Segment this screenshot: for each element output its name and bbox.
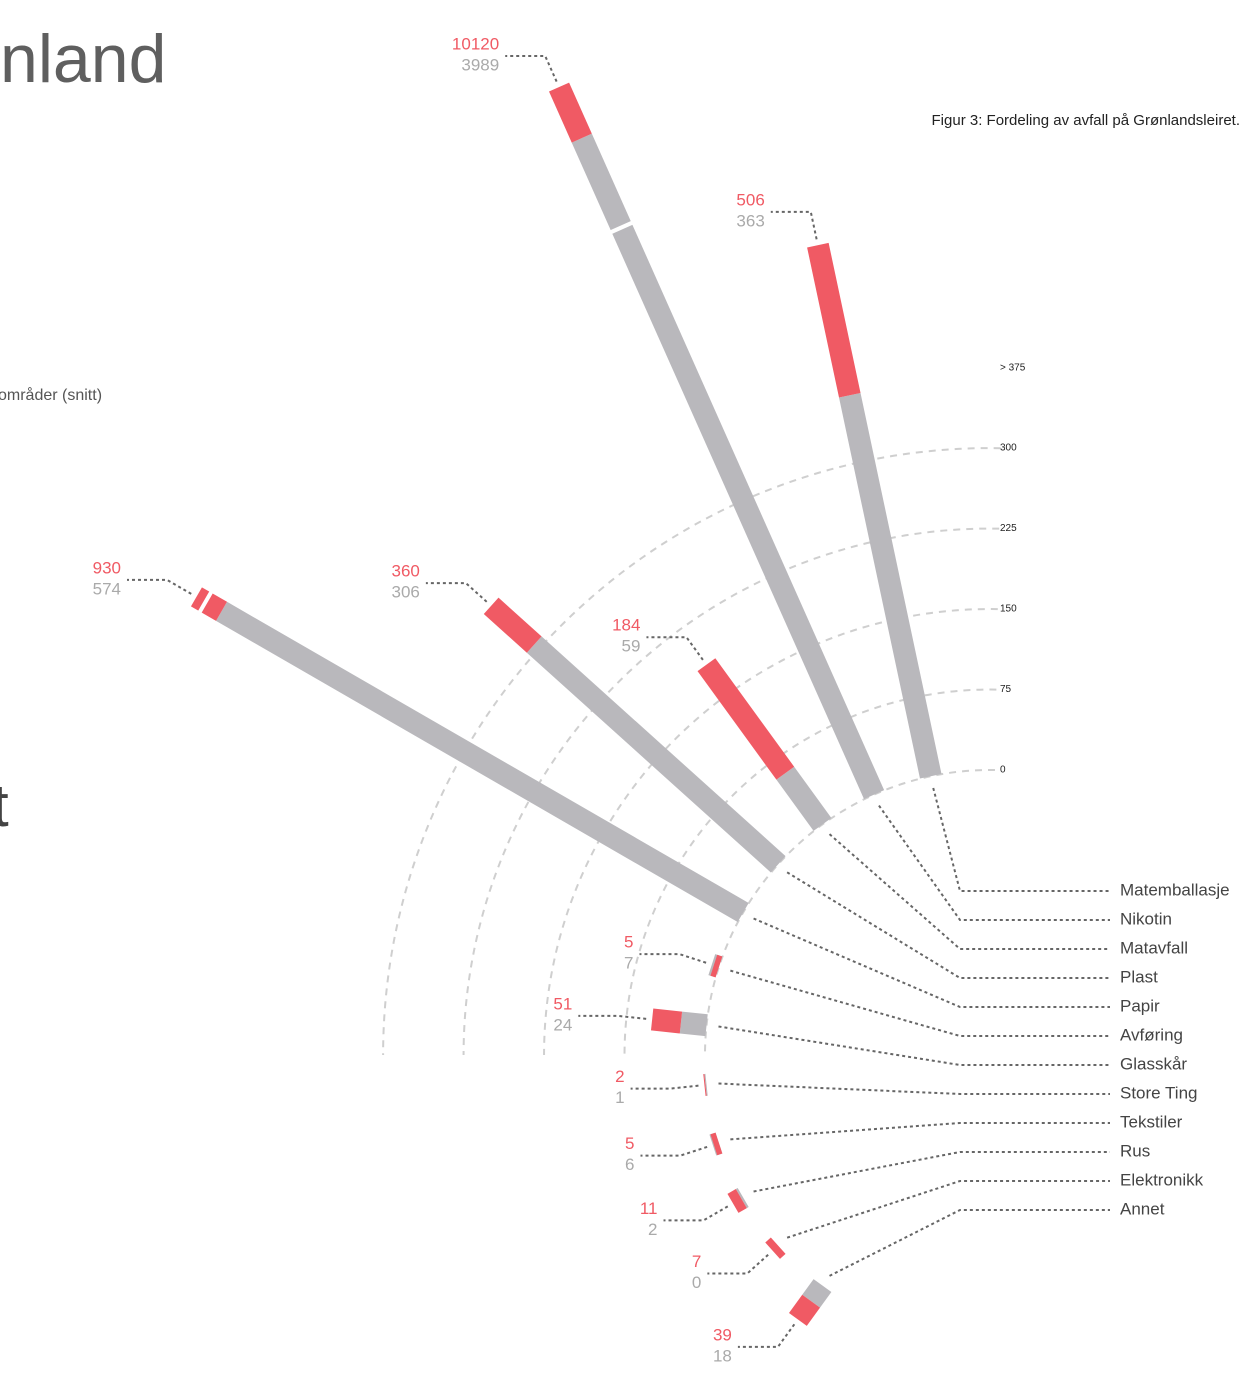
category-label: Nikotin — [1120, 909, 1172, 928]
value-label: 24 — [553, 1015, 572, 1034]
value-label: 2 — [648, 1220, 657, 1239]
chart-subtitle: områder (snitt) — [0, 386, 102, 404]
grid-arc — [623, 688, 997, 1056]
category-label: Glasskår — [1120, 1054, 1187, 1073]
bar-segment — [765, 1237, 786, 1259]
category-leader — [718, 1082, 1110, 1095]
annotation: t — [0, 772, 9, 839]
bar-segment — [735, 1187, 749, 1209]
r-tick-label: 150 — [1000, 604, 1017, 615]
category-leader — [753, 917, 1110, 1008]
category-leader — [878, 805, 1110, 921]
bar-segment — [727, 1189, 747, 1213]
value-leader — [737, 1323, 796, 1348]
category-leader — [786, 1180, 1110, 1239]
category-leader — [730, 969, 1110, 1037]
value-leader — [578, 1014, 647, 1020]
value-label: 51 — [553, 994, 572, 1013]
category-label: Papir — [1120, 996, 1160, 1015]
category-leader — [932, 787, 1110, 892]
value-leader — [663, 1205, 729, 1222]
value-label: 0 — [692, 1273, 701, 1292]
value-leader — [127, 578, 192, 595]
bar-segment — [571, 133, 885, 800]
category-leader — [786, 871, 1110, 979]
bar-segment — [483, 597, 542, 653]
bar-segment — [216, 601, 749, 923]
bar-segment — [710, 1132, 723, 1156]
bar-segment — [679, 1011, 708, 1037]
bar-segment — [839, 392, 942, 779]
category-label: Rus — [1120, 1141, 1150, 1160]
category-label: Elektronikk — [1120, 1170, 1204, 1189]
value-leader — [646, 636, 704, 661]
r-tick-label: > 375 — [1000, 362, 1026, 373]
value-label: 3989 — [461, 55, 499, 74]
category-label: Plast — [1120, 967, 1158, 986]
category-leader — [718, 1025, 1110, 1066]
value-label: 11 — [640, 1199, 658, 1218]
value-label: 5 — [625, 1134, 634, 1153]
value-leader — [770, 210, 818, 240]
bar-segment — [548, 82, 592, 143]
value-label: 930 — [93, 558, 121, 577]
bar-segment — [710, 954, 723, 978]
value-leader — [640, 1145, 708, 1157]
value-label: 2 — [615, 1067, 624, 1086]
value-leader — [425, 582, 488, 603]
caption: Figur 3: Fordeling av avfall på Grønland… — [932, 112, 1240, 129]
r-tick-label: 300 — [1000, 443, 1017, 454]
value-leader — [639, 953, 707, 964]
value-label: 6 — [625, 1155, 634, 1174]
value-label: 18 — [713, 1346, 732, 1365]
category-label: Annet — [1120, 1199, 1165, 1218]
bar-segment — [190, 587, 228, 621]
scale-break — [196, 588, 215, 616]
value-label: 7 — [624, 954, 633, 973]
chart-title: nland — [0, 21, 166, 97]
value-label: 363 — [736, 211, 764, 230]
category-label: Store Ting — [1120, 1083, 1198, 1102]
grid-arc — [462, 527, 1000, 1056]
value-label: 7 — [692, 1252, 701, 1271]
scale-break — [607, 219, 636, 235]
value-label: 184 — [612, 616, 640, 635]
r-tick-label: 225 — [1000, 523, 1017, 534]
category-leader — [730, 1122, 1110, 1141]
bar-segment — [776, 766, 832, 831]
grid-arc — [704, 769, 995, 1056]
value-leader — [707, 1253, 769, 1275]
value-label: 574 — [93, 579, 121, 598]
category-leader — [753, 1151, 1110, 1193]
value-leader — [505, 55, 558, 82]
value-label: 59 — [622, 637, 641, 656]
r-tick-label: 0 — [1000, 765, 1006, 776]
category-leader — [829, 1209, 1110, 1277]
bar-segment — [650, 1008, 683, 1034]
bar-segment — [526, 636, 786, 873]
category-label: Avføring — [1120, 1025, 1183, 1044]
value-label: 5 — [624, 933, 633, 952]
value-label: 506 — [736, 190, 764, 209]
bar-segment — [788, 1294, 821, 1326]
value-label: 306 — [391, 583, 419, 602]
value-leader — [630, 1084, 699, 1090]
category-label: Matemballasje — [1120, 880, 1230, 899]
r-tick-label: 75 — [1000, 684, 1012, 695]
value-label: 360 — [391, 562, 419, 581]
bar-segment — [802, 1279, 832, 1308]
category-label: Matavfall — [1120, 938, 1188, 957]
bar-segment — [807, 242, 861, 398]
category-label: Tekstiler — [1120, 1112, 1183, 1131]
value-label: 10120 — [452, 34, 499, 53]
bar-segment — [697, 658, 795, 780]
value-label: 1 — [615, 1088, 624, 1107]
value-label: 39 — [713, 1325, 732, 1344]
